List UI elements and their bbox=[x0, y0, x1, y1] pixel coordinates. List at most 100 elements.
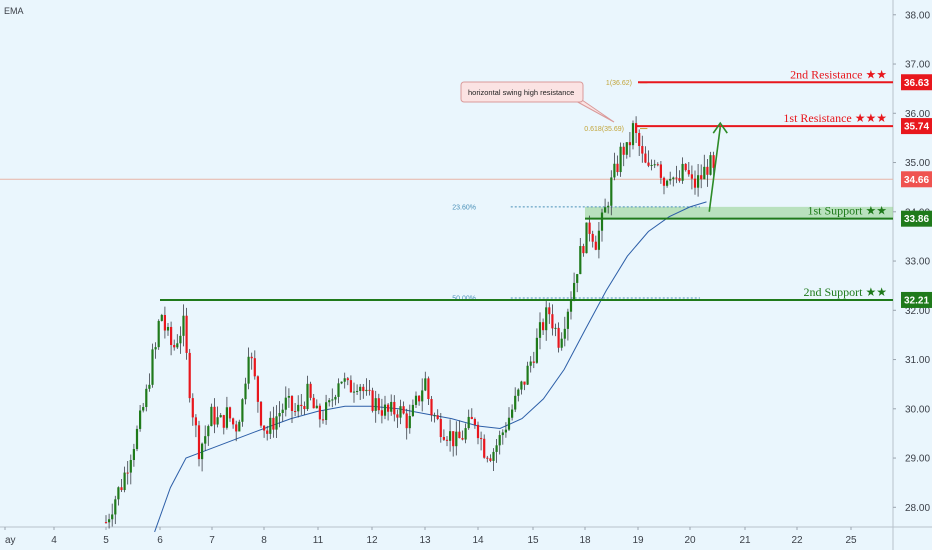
candle-body bbox=[464, 428, 467, 440]
candle-body bbox=[501, 432, 504, 436]
candle-body bbox=[563, 328, 566, 339]
candle-body bbox=[486, 457, 489, 459]
candle-body bbox=[455, 431, 458, 447]
candle-body bbox=[684, 163, 687, 171]
candle-body bbox=[247, 356, 250, 384]
level-price-tag bbox=[901, 118, 932, 135]
candle-body bbox=[278, 412, 281, 417]
projection-arrow-shaft bbox=[708, 127, 722, 212]
candle-body bbox=[458, 431, 461, 439]
candle-body bbox=[176, 343, 179, 348]
candle-body bbox=[182, 315, 185, 336]
candle-body bbox=[241, 399, 244, 422]
candle-body bbox=[129, 460, 132, 473]
annotation-box bbox=[460, 81, 584, 103]
candle-body bbox=[253, 358, 256, 377]
candle-body bbox=[371, 390, 374, 411]
x-tick-label: 21 bbox=[739, 535, 751, 546]
candle-body bbox=[303, 406, 306, 410]
candle-body bbox=[439, 418, 442, 438]
candle-body bbox=[228, 407, 232, 419]
fib-label: 23.60% bbox=[452, 204, 476, 211]
candle-body bbox=[250, 356, 253, 359]
x-tick-label: 19 bbox=[632, 535, 644, 546]
x-tick-label: 22 bbox=[791, 535, 803, 546]
candle-body bbox=[656, 164, 659, 166]
candle-body bbox=[297, 404, 300, 412]
candle-body bbox=[551, 314, 554, 329]
fib-label: 1(36.62) bbox=[606, 80, 632, 87]
candle-body bbox=[548, 307, 551, 315]
candle-body bbox=[476, 424, 480, 439]
candle-body bbox=[473, 419, 476, 425]
candle-body bbox=[647, 162, 650, 166]
candle-body bbox=[365, 389, 368, 392]
candle-body bbox=[157, 320, 160, 348]
candle-body bbox=[628, 142, 631, 146]
candle-body bbox=[390, 401, 393, 412]
candle-body bbox=[489, 458, 492, 461]
candle-body bbox=[387, 404, 390, 412]
candle-body bbox=[346, 378, 349, 381]
candle-body bbox=[151, 349, 154, 385]
candle-body bbox=[225, 407, 228, 428]
candle-body bbox=[625, 142, 628, 155]
candle-body bbox=[511, 409, 514, 418]
candle-body bbox=[585, 222, 588, 254]
candle-body bbox=[554, 327, 557, 329]
candle-body bbox=[334, 396, 337, 400]
candle-body bbox=[597, 230, 600, 250]
candle-body bbox=[700, 175, 703, 180]
fib-label: 0.618(35.69) bbox=[584, 126, 624, 133]
candle-body bbox=[514, 395, 517, 410]
projection-arrow-head bbox=[712, 121, 728, 134]
candle-body bbox=[238, 421, 241, 432]
candle-body bbox=[315, 405, 318, 409]
candle-body bbox=[185, 315, 188, 353]
candle-body bbox=[197, 425, 201, 460]
candle-body bbox=[104, 522, 108, 524]
candle-body bbox=[120, 487, 123, 491]
candle-body bbox=[396, 414, 399, 418]
candle-body bbox=[678, 178, 681, 181]
candle-body bbox=[194, 417, 197, 426]
x-tick-label: 4 bbox=[51, 535, 57, 546]
candle-body bbox=[281, 409, 284, 413]
candle-body bbox=[256, 376, 259, 402]
candle-body bbox=[706, 166, 709, 175]
y-tick-label: 36.00 bbox=[905, 109, 930, 120]
candle-body bbox=[328, 400, 331, 403]
y-tick-label: 38.00 bbox=[905, 10, 930, 21]
candle-body bbox=[616, 163, 619, 173]
candle-body bbox=[275, 416, 278, 430]
annotation-text: horizontal swing high resistance bbox=[468, 88, 574, 97]
candle-body bbox=[244, 383, 247, 400]
candle-body bbox=[145, 388, 148, 408]
candle-body bbox=[672, 177, 675, 179]
candle-body bbox=[666, 180, 669, 186]
y-tick-label: 33.00 bbox=[905, 257, 930, 268]
candle-body bbox=[418, 395, 421, 402]
candle-body bbox=[142, 407, 145, 411]
candle-body bbox=[659, 164, 662, 178]
candle-body bbox=[374, 398, 377, 411]
candle-body bbox=[436, 415, 439, 419]
candle-body bbox=[173, 344, 176, 348]
candle-body bbox=[325, 402, 328, 421]
candle-body bbox=[232, 418, 235, 425]
candle-body bbox=[306, 383, 309, 410]
candle-body bbox=[467, 416, 470, 429]
candle-body bbox=[300, 404, 303, 407]
candle-body bbox=[483, 438, 486, 458]
candle-body bbox=[287, 396, 290, 398]
candle-body bbox=[610, 177, 613, 206]
candle-body bbox=[607, 205, 610, 208]
annotation-pointer bbox=[573, 99, 615, 123]
x-tick-label: 8 bbox=[261, 535, 267, 546]
candle-body bbox=[284, 397, 287, 410]
candle-body bbox=[414, 395, 418, 405]
support-zone bbox=[585, 206, 893, 219]
x-tick-label: 12 bbox=[366, 535, 378, 546]
